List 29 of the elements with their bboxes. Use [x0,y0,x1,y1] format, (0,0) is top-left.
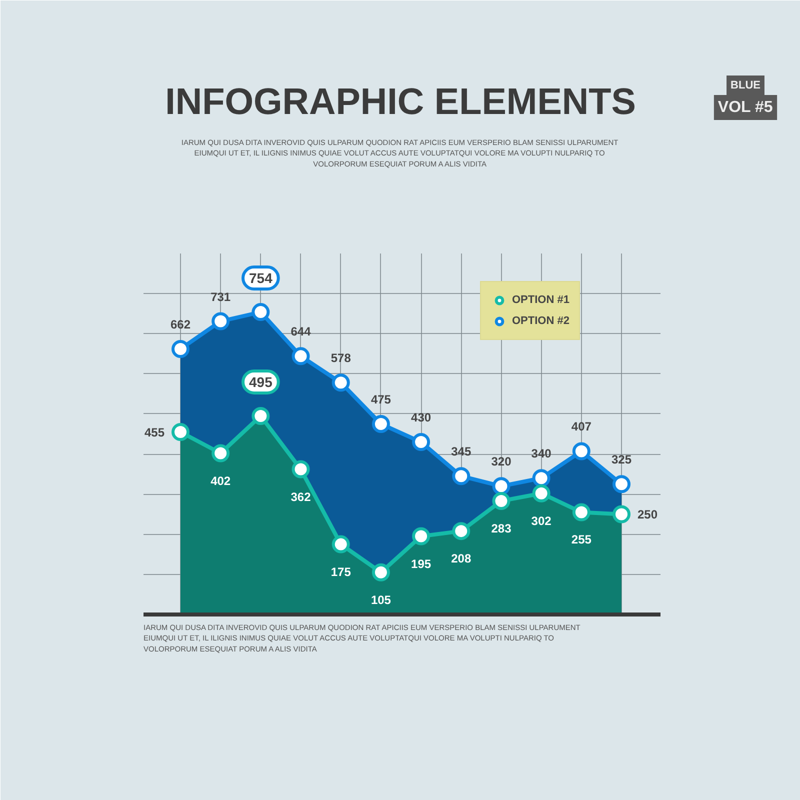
data-label: 320 [491,454,512,469]
data-label: 430 [411,410,432,425]
data-label: 662 [170,317,191,332]
legend-label: OPTION #1 [512,294,570,306]
text: VOL #5 [718,99,773,116]
data-label: 195 [411,556,432,571]
data-label: 283 [491,521,512,536]
data-label: 362 [290,490,312,504]
data-label: 644 [290,324,312,339]
data-label: 475 [370,392,392,406]
legend-label: OPTION #2 [512,315,570,327]
data-label: 340 [531,446,552,461]
data-label: 325 [611,452,632,467]
data-label: 255 [571,532,592,547]
data-label: 578 [330,351,352,366]
chart-title: INFOGRAPHIC ELEMENTS [165,81,636,122]
data-label: 208 [451,552,472,566]
data-label: 407 [571,420,592,434]
data-label: 731 [210,290,231,304]
text: BLUE [730,80,760,92]
data-label: 495 [249,374,273,390]
data-label: 754 [249,270,273,286]
data-label: 250 [638,508,658,522]
data-label: 302 [531,514,552,528]
data-label: 402 [210,474,231,488]
data-label: 105 [370,592,392,607]
data-label: 345 [451,444,472,459]
data-label: 455 [144,425,165,440]
data-label: 175 [330,564,352,579]
